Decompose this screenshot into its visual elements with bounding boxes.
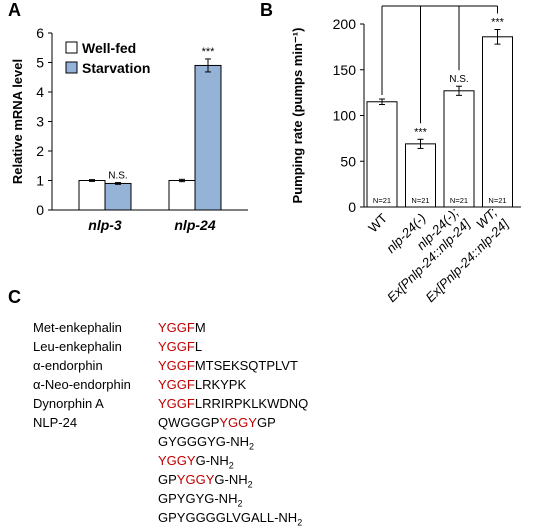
y-tick-label: 50	[340, 153, 356, 169]
peptide-name: Leu-enkephalin	[33, 339, 122, 354]
sequence-segment: GP	[158, 472, 177, 487]
motif-segment: YGGF	[158, 377, 195, 392]
sequence-segment: 2	[228, 460, 234, 471]
y-tick-label: 2	[36, 143, 44, 159]
motif-segment: YGGF	[158, 396, 195, 411]
peptide-name: Dynorphin A	[33, 396, 104, 411]
legend-swatch	[65, 41, 78, 54]
legend-label: Starvation	[82, 60, 150, 76]
panel-label-b: B	[260, 0, 273, 20]
peptide-name: α-endorphin	[33, 358, 103, 373]
peptide-name: α-Neo-endorphin	[33, 377, 131, 392]
legend-swatch	[65, 61, 78, 74]
sequence-segment: 2	[297, 517, 303, 528]
sequence-segment: L	[194, 339, 203, 354]
x-category-label: nlp-24	[174, 217, 215, 233]
panel-label-c: C	[8, 287, 21, 307]
bar	[366, 101, 398, 208]
panel-a-chart: 0 1 2 3 4 5 6 Relative mRNA level nlp-3 nlp-24 N.S…	[10, 25, 248, 233]
significance-label: ***	[414, 126, 428, 138]
sequence-segment: LRKYPK	[194, 377, 247, 392]
significance-label: N.S.	[449, 74, 468, 85]
peptide-sequence: GPYGGYG-NH2	[158, 472, 253, 490]
bar	[168, 180, 196, 211]
motif-segment: YGGY	[219, 415, 257, 430]
peptide-sequence: GPYGYG-NH2	[158, 491, 242, 509]
bar	[194, 64, 222, 211]
sequence-segment: G-NH	[214, 472, 248, 487]
y-tick-label: 150	[333, 62, 357, 78]
peptide-sequence: GYGGGYG-NH2	[158, 434, 254, 452]
peptide-sequence: YGGFLRRIRPKLKWDNQ	[158, 396, 308, 411]
panel-label-a: A	[8, 0, 21, 20]
y-tick-label: 0	[348, 199, 356, 215]
bar	[405, 143, 436, 208]
sequence-segment: 2	[247, 479, 253, 490]
sequence-segment: GYGGGYG-NH	[158, 434, 250, 449]
y-tick-label: 1	[36, 173, 44, 189]
sequence-segment: LRRIRPKLKWDNQ	[194, 396, 309, 411]
y-tick-label: 5	[36, 55, 44, 71]
peptide-name: Met-enkephalin	[33, 320, 122, 335]
peptide-name: NLP-24	[33, 415, 78, 430]
y-tick-label: 6	[36, 25, 44, 41]
sequence-segment: 2	[237, 498, 243, 509]
peptide-sequence: YGGFM	[158, 320, 206, 335]
significance-label: ***	[202, 46, 216, 58]
sequence-segment: M	[194, 320, 206, 335]
motif-segment: YGGF	[158, 358, 195, 373]
y-tick-label: 100	[333, 108, 357, 124]
n-label: N=21	[488, 196, 506, 205]
peptide-sequence: QWGGGPYGGYGP	[158, 415, 276, 430]
peptide-sequence: GPYGGGGLVGALL-NH2	[158, 510, 302, 528]
sequence-segment: GPYGYG-NH	[158, 491, 238, 506]
sequence-segment: G-NH	[195, 453, 229, 468]
significance-label: N.S.	[108, 171, 127, 182]
sequence-segment: 2	[249, 441, 255, 452]
y-tick-label: 0	[36, 202, 44, 218]
significance-label: ***	[491, 16, 505, 28]
y-tick-label: 200	[333, 16, 357, 32]
y-tick-label: 3	[36, 114, 44, 130]
sequence-segment: GP	[256, 415, 276, 430]
sequence-segment: GPYGGGGLVGALL-NH	[158, 510, 298, 525]
n-label: N=21	[450, 196, 468, 205]
x-category-label: nlp-3	[88, 217, 122, 233]
motif-segment: YGGF	[158, 320, 195, 335]
y-axis-label: Pumping rate (pumps min⁻¹)	[290, 28, 305, 204]
y-axis-label: Relative mRNA level	[10, 59, 25, 184]
motif-segment: YGGY	[176, 472, 215, 487]
n-label: N=21	[411, 196, 429, 205]
bar	[443, 90, 475, 208]
y-tick-label: 4	[36, 84, 44, 100]
peptide-sequence: YGGFL	[158, 339, 202, 354]
motif-segment: YGGF	[158, 339, 195, 354]
sequence-segment: QWGGGP	[158, 415, 220, 430]
sequence-segment: MTSEKSQTPLVT	[194, 358, 298, 373]
motif-segment: YGGY	[158, 453, 196, 468]
n-label: N=21	[373, 196, 391, 205]
peptide-sequence: YGGFLRKYPK	[158, 377, 246, 392]
peptide-sequence: YGGYG-NH2	[158, 453, 234, 471]
legend-label: Well-fed	[82, 40, 136, 56]
peptide-sequence: YGGFMTSEKSQTPLVT	[158, 358, 298, 373]
